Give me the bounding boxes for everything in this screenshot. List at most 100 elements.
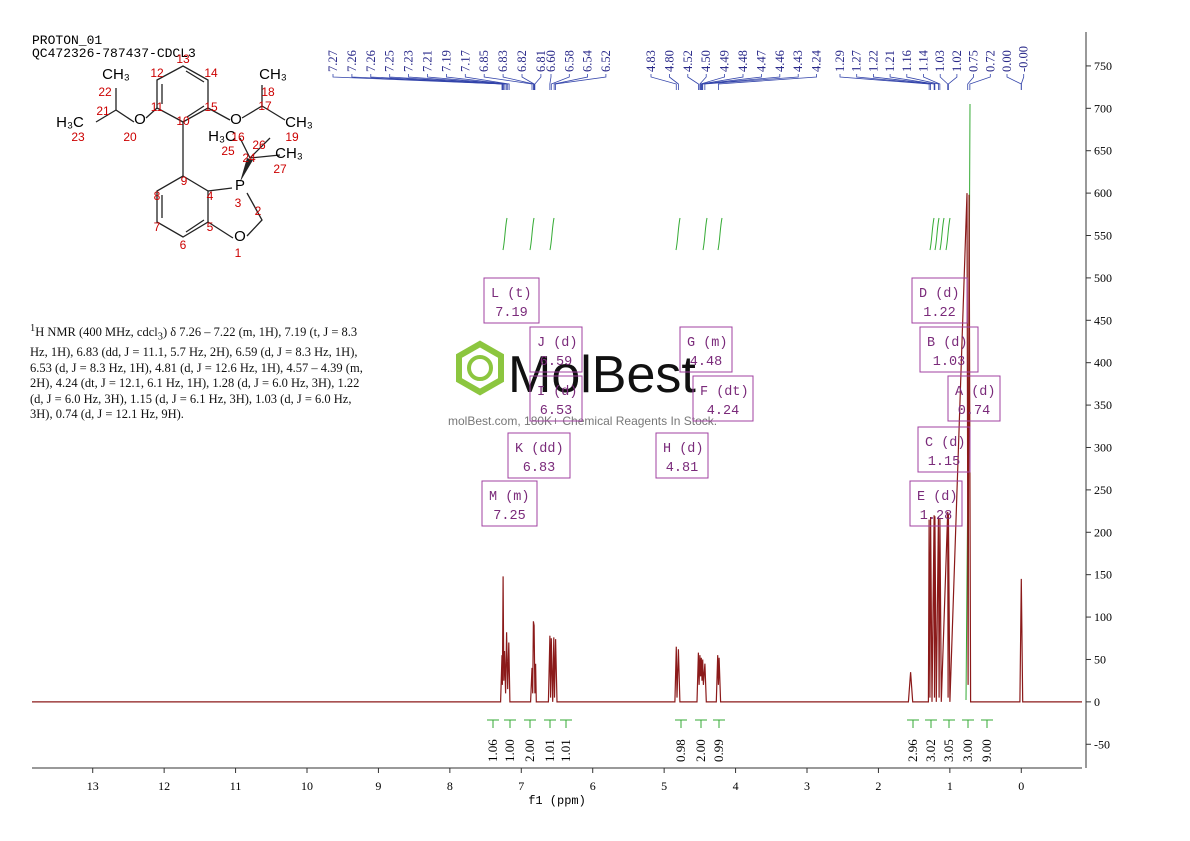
x-tick-label: 7: [518, 779, 524, 793]
multiplet-shift: 0.74: [958, 404, 990, 419]
x-tick-label: 10: [301, 779, 313, 793]
atom-number: 14: [204, 66, 218, 80]
x-tick-label: 9: [375, 779, 381, 793]
y-tick-label: 400: [1094, 356, 1112, 370]
multiplet-shift: 1.15: [928, 455, 960, 470]
integral-bracket: [675, 719, 687, 728]
peak-label: 4.46: [773, 50, 787, 72]
nmr-description: 1H NMR (400 MHz, cdcl3) δ 7.26 – 7.22 (m…: [30, 321, 375, 423]
multiplet-box: [909, 480, 963, 527]
y-tick-label: 0: [1094, 695, 1100, 709]
peak-connector: [704, 74, 799, 90]
x-tick-label: 4: [733, 779, 739, 793]
atom-number: 8: [154, 189, 161, 203]
x-tick-label: 12: [158, 779, 170, 793]
watermark-tagline: molBest.com, 180K+ Chemical Reagents In …: [448, 414, 717, 428]
peak-label: 1.14: [917, 49, 931, 72]
atom-label: CH₃: [259, 66, 287, 83]
y-tick-label: 600: [1094, 186, 1112, 200]
peak-label: 4.48: [736, 50, 750, 72]
atom-number: 19: [285, 130, 299, 144]
multiplet-label: E (d): [917, 490, 958, 505]
x-tick-label: 2: [875, 779, 881, 793]
integral-label: 3.00: [960, 739, 975, 762]
multiplet-shift: 6.83: [523, 461, 555, 476]
peak-label: 1.02: [950, 50, 964, 72]
multiplet-label: K (dd): [515, 442, 564, 457]
peak-connector: [669, 74, 679, 90]
atom-label: H₃C: [208, 128, 236, 145]
peak-label: 4.47: [754, 50, 768, 72]
integral-bracket: [907, 719, 919, 728]
peak-connector: [699, 74, 707, 90]
peak-connector: [967, 74, 974, 90]
atom-number: 24: [242, 151, 256, 165]
atom-number: 4: [207, 189, 214, 203]
atom-number: 12: [150, 66, 164, 80]
integral-curve: [945, 217, 951, 251]
multiplet-label: M (m): [489, 490, 530, 505]
peak-connector: [534, 74, 542, 90]
integral-bracket: [925, 719, 937, 728]
peak-label: 4.49: [718, 50, 732, 72]
peak-connector: [948, 74, 958, 90]
x-tick-label: 3: [804, 779, 810, 793]
atom-label: CH₃: [275, 145, 303, 162]
atom-number: 5: [207, 220, 214, 234]
integral-bracket: [544, 719, 556, 728]
integral-label: 1.01: [542, 739, 557, 762]
multiplet-box: [911, 277, 968, 324]
integral-bracket: [504, 719, 516, 728]
atom-number: 20: [123, 130, 137, 144]
x-tick-label: 11: [230, 779, 242, 793]
y-tick-label: 100: [1094, 610, 1112, 624]
multiplet-box: [679, 326, 733, 373]
atom-number: 2: [255, 204, 262, 218]
atom-number: 25: [221, 144, 235, 158]
multiplet-shift: 4.81: [666, 461, 698, 476]
x-tick-label: 8: [447, 779, 453, 793]
multiplet-shift: 1.28: [920, 509, 952, 524]
peak-label: 7.17: [458, 50, 472, 72]
peak-connector: [549, 74, 552, 90]
multiplet-box: [919, 326, 979, 373]
atom-number: 11: [151, 100, 164, 114]
integral-bracket: [524, 719, 536, 728]
peak-connector: [702, 74, 781, 90]
peak-label: 7.21: [421, 50, 435, 72]
multiplet-box: [529, 375, 583, 422]
integral-label: 2.00: [522, 739, 537, 762]
integral-bracket: [943, 719, 955, 728]
y-tick-label: -50: [1094, 737, 1110, 751]
peak-label: 7.26: [345, 50, 359, 72]
peak-connector: [464, 74, 510, 90]
y-tick-label: 150: [1094, 568, 1112, 582]
x-tick-label: 0: [1018, 779, 1024, 793]
peak-label: 0.75: [967, 50, 981, 72]
multiplet-box: [481, 480, 538, 527]
atom-label: O: [234, 228, 246, 245]
multiplet-shift: 1.03: [933, 355, 965, 370]
spectrum-line: [32, 193, 1082, 703]
peak-label: 6.81: [534, 50, 548, 72]
integral-label: 3.02: [923, 739, 938, 762]
multiplet-label: A (d): [955, 385, 996, 400]
integral-curve: [929, 217, 935, 251]
x-axis-label: f1 (ppm): [528, 794, 586, 808]
peak-label: 4.83: [644, 50, 658, 72]
integral-bracket: [713, 719, 725, 728]
peak-label: 1.29: [833, 50, 847, 72]
atom-number: 3: [235, 196, 242, 210]
integral-curve: [717, 217, 723, 251]
watermark-brand: MolBest: [508, 346, 696, 404]
integral-bracket: [695, 719, 707, 728]
y-tick-label: 650: [1094, 144, 1112, 158]
peak-connector: [521, 74, 535, 90]
atom-number: 15: [204, 100, 218, 114]
peak-label: 7.19: [439, 50, 453, 72]
multiplet-shift: 4.48: [690, 355, 722, 370]
multiplet-box: [692, 375, 754, 422]
peak-connector: [687, 74, 699, 90]
multiplet-box: [947, 375, 1001, 422]
atom-number: 6: [180, 238, 187, 252]
